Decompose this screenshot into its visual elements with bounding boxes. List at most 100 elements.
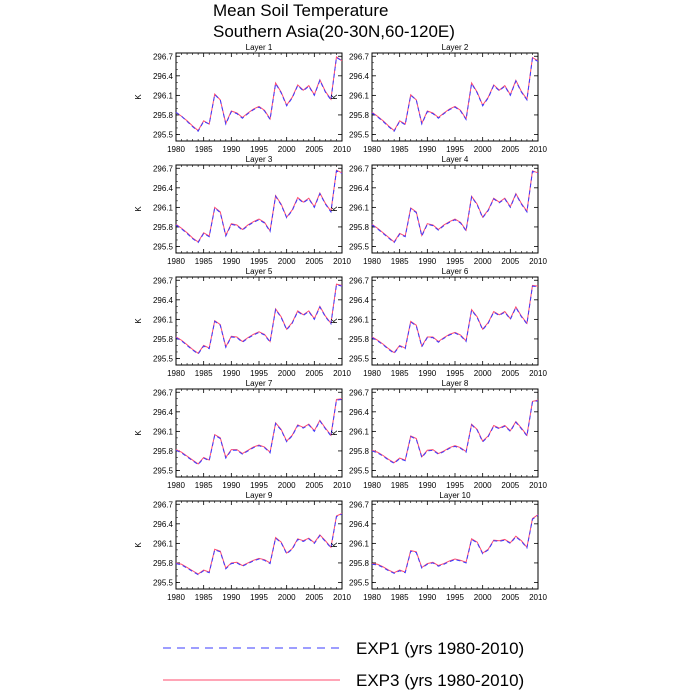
x-tick-label: 1980 — [167, 481, 185, 490]
y-tick-label: 295.5 — [349, 354, 370, 363]
x-tick-label: 1980 — [363, 369, 381, 378]
y-axis-label: K — [330, 206, 339, 212]
series-line-exp3 — [371, 170, 539, 243]
y-axis-label: K — [134, 430, 143, 436]
panel: Layer 5 1980 1985 1990 1995 2000 2005 2010 295.5… — [134, 267, 351, 378]
panel: Layer 9 1980 1985 1990 1995 2000 2005 2010 295.5… — [134, 491, 351, 602]
x-tick-label: 1990 — [418, 369, 436, 378]
plot-frame — [371, 164, 539, 254]
y-tick-label: 296.1 — [153, 539, 174, 548]
y-tick-label: 296.7 — [153, 164, 174, 173]
y-tick-label: 295.5 — [153, 354, 174, 363]
y-tick-label: 296.7 — [349, 388, 370, 397]
x-tick-label: 2005 — [501, 369, 519, 378]
y-tick-label: 295.5 — [153, 578, 174, 587]
x-tick-label: 1990 — [222, 369, 240, 378]
x-tick-label: 1990 — [418, 481, 436, 490]
y-tick-label: 296.1 — [153, 203, 174, 212]
plot-frame — [371, 500, 539, 590]
series-line-exp3 — [175, 283, 343, 354]
y-tick-label: 296.7 — [153, 276, 174, 285]
y-tick-label: 295.8 — [153, 223, 174, 232]
series-line-exp1 — [175, 284, 343, 355]
y-tick-label: 296.4 — [153, 184, 174, 193]
y-tick-label: 296.4 — [153, 72, 174, 81]
x-tick-label: 2005 — [305, 145, 323, 154]
x-tick-label: 1980 — [363, 145, 381, 154]
x-tick-label: 2010 — [529, 481, 547, 490]
series-line-exp3 — [175, 169, 343, 243]
plot-frame — [175, 276, 343, 366]
x-tick-label: 2005 — [501, 481, 519, 490]
series-line-exp1 — [371, 170, 539, 244]
y-axis-label: K — [134, 542, 143, 548]
plot-frame — [175, 164, 343, 254]
y-tick-label: 296.4 — [349, 296, 370, 305]
x-tick-label: 1995 — [250, 481, 268, 490]
series-line-exp3 — [175, 56, 343, 132]
series-line-exp1 — [371, 285, 539, 354]
x-tick-label: 1995 — [446, 481, 464, 490]
x-tick-label: 2010 — [333, 145, 351, 154]
x-tick-label: 2000 — [278, 369, 296, 378]
x-tick-label: 1990 — [222, 593, 240, 602]
x-tick-label: 1990 — [222, 481, 240, 490]
y-tick-label: 295.8 — [349, 223, 370, 232]
x-tick-label: 1980 — [167, 593, 185, 602]
x-tick-label: 1995 — [250, 593, 268, 602]
x-tick-label: 2000 — [278, 593, 296, 602]
y-tick-label: 295.8 — [153, 111, 174, 120]
panel-title: Layer 5 — [246, 267, 273, 276]
series-line-exp3 — [175, 512, 343, 575]
y-tick-label: 296.7 — [349, 276, 370, 285]
series-line-exp3 — [175, 398, 343, 465]
plot-frame — [371, 276, 539, 366]
y-tick-label: 296.7 — [153, 52, 174, 61]
x-tick-label: 1995 — [446, 145, 464, 154]
panel-title: Layer 6 — [442, 267, 469, 276]
series-line-exp3 — [371, 399, 539, 464]
y-tick-label: 295.5 — [349, 242, 370, 251]
series-line-exp1 — [175, 170, 343, 244]
y-tick-label: 296.4 — [349, 72, 370, 81]
x-tick-label: 1980 — [167, 145, 185, 154]
y-tick-label: 295.8 — [153, 335, 174, 344]
panel: Layer 3 1980 1985 1990 1995 2000 2005 2010 295.5… — [134, 155, 351, 266]
y-axis-label: K — [330, 94, 339, 100]
y-tick-label: 296.4 — [349, 520, 370, 529]
y-tick-label: 296.7 — [153, 388, 174, 397]
x-tick-label: 1990 — [222, 257, 240, 266]
x-tick-label: 1995 — [250, 257, 268, 266]
y-axis-label: K — [134, 318, 143, 324]
x-tick-label: 1980 — [167, 369, 185, 378]
panel: Layer 6 1980 1985 1990 1995 2000 2005 2010 295.5… — [330, 267, 547, 378]
panel: Layer 1 1980 1985 1990 1995 2000 2005 2010 295.5… — [134, 43, 351, 154]
series-line-exp1 — [175, 398, 343, 466]
panel-title: Layer 4 — [442, 155, 469, 164]
series-line-exp1 — [371, 57, 539, 132]
x-tick-label: 1995 — [250, 145, 268, 154]
y-tick-label: 296.1 — [349, 203, 370, 212]
y-tick-label: 295.5 — [349, 578, 370, 587]
panel: Layer 4 1980 1985 1990 1995 2000 2005 2010 295.5… — [330, 155, 547, 266]
panel: Layer 8 1980 1985 1990 1995 2000 2005 2010 295.5… — [330, 379, 547, 490]
y-axis-label: K — [134, 206, 143, 212]
x-tick-label: 2005 — [305, 593, 323, 602]
plot-frame — [175, 388, 343, 478]
y-tick-label: 296.7 — [349, 164, 370, 173]
y-axis-label: K — [330, 318, 339, 324]
y-tick-label: 296.4 — [153, 408, 174, 417]
x-tick-label: 1980 — [167, 257, 185, 266]
panel: Layer 10 1980 1985 1990 1995 2000 2005 2010 295.… — [330, 491, 547, 602]
y-tick-label: 295.8 — [349, 447, 370, 456]
x-tick-label: 1985 — [195, 593, 213, 602]
series-line-exp1 — [371, 514, 539, 574]
panel-title: Layer 10 — [439, 491, 471, 500]
x-tick-label: 1985 — [391, 593, 409, 602]
panel-title: Layer 3 — [246, 155, 273, 164]
series-line-exp3 — [371, 56, 539, 132]
x-tick-label: 1985 — [195, 145, 213, 154]
x-tick-label: 2005 — [305, 369, 323, 378]
x-tick-label: 2005 — [305, 481, 323, 490]
